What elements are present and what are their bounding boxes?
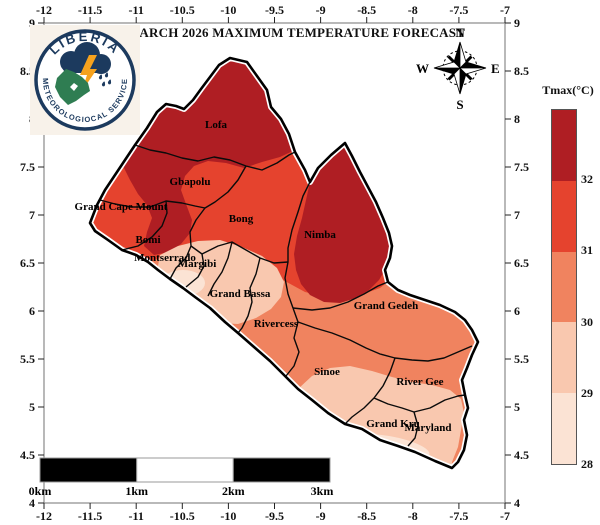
y-tick-right: 5.5 [514,352,529,366]
compass-s-label: S [456,97,463,112]
x-tick-bottom: -9.5 [265,509,284,523]
legend-seg-31 [552,180,576,252]
county-label-margibi: Margibi [178,258,217,270]
legend-label-28: 28 [581,457,593,471]
x-tick-top: -10 [220,3,236,17]
scalebar-label-3km: 3km [310,484,334,498]
legend-label-30: 30 [581,314,593,329]
x-tick-bottom: -10.5 [170,509,195,523]
y-tick-left: 6 [29,304,35,318]
scalebar-label-1km: 1km [125,484,149,498]
county-borders [99,144,473,447]
band-32-nimba [294,143,392,303]
county-label-river-gee: River Gee [396,376,443,388]
county-label-bong: Bong [229,213,254,225]
compass-n-label: N [455,25,465,40]
logo-box: LIBERIA METEOROLOGIOCAL SERVICE [30,25,140,135]
axis-layer: -12 -12 -11.5 -11.5 -11 -11 -10.5 -10.5 -10 -10 -9… [20,3,529,523]
x-tick-top: -9.5 [265,3,284,17]
x-tick-bottom: -12 [36,509,52,523]
y-tick-left: 5 [29,400,35,414]
county-label-grand-bassa: Grand Bassa [210,288,271,300]
x-tick-bottom: -11.5 [78,509,102,523]
raindrop-icons [98,72,112,87]
y-tick-right: 7 [514,208,520,222]
y-tick-left: 4 [29,496,35,510]
x-tick-top: -11.5 [78,3,102,17]
county-label-bomi: Bomi [135,234,160,246]
legend-label-31: 31 [581,243,593,258]
y-tick-left: 4.5 [20,448,35,462]
x-tick-top: -7 [500,3,510,17]
band-29-southeast [298,366,464,468]
y-tick-right: 4.5 [514,448,529,462]
scalebar-label-0km: 0km [28,484,52,498]
compass-rose: N S W E [416,25,500,112]
x-tick-bottom: -9 [316,509,326,523]
legend-label-32: 32 [581,172,593,187]
y-tick-right: 8 [514,112,520,126]
liberia-met-service-logo: LIBERIA METEOROLOGIOCAL SERVICE [34,29,136,131]
y-tick-left: 7.5 [20,160,35,174]
legend-title: Tmax(°C) [542,83,594,97]
county-label-montserrado: Montserrado [134,252,196,264]
county-labels: Lofa Gbapolu Grand Cape Mount Bong Nimba Bomi… [75,119,452,434]
county-label-sinoe: Sinoe [314,366,340,378]
county-label-maryland: Maryland [404,422,451,434]
y-tick-right: 4 [514,496,520,510]
x-tick-bottom: -7.5 [449,509,468,523]
x-tick-top: -8 [408,3,418,17]
x-tick-bottom: -8.5 [357,509,376,523]
county-label-grand-gedeh: Grand Gedeh [354,300,418,312]
legend-seg-32 [552,110,576,181]
x-tick-top: -10.5 [170,3,195,17]
liberia-outline [88,56,480,470]
y-tick-left: 9 [29,16,35,30]
scale-bar [39,457,331,483]
legend-colorbar [551,109,577,465]
y-tick-right: 8.5 [514,64,529,78]
y-tick-left: 6.5 [20,256,35,270]
county-label-grand-cape-mount: Grand Cape Mount [75,201,168,213]
county-label-rivercess: Rivercess [254,318,299,330]
map-title: MARCH 2026 MAXIMUM TEMPERATURE FORECAST [126,25,466,40]
y-tick-right: 6.5 [514,256,529,270]
y-tick-left: 5.5 [20,352,35,366]
county-label-lofa: Lofa [205,119,228,131]
x-tick-top: -9 [316,3,326,17]
legend-seg-30 [552,251,576,323]
y-tick-right: 6 [514,304,520,318]
x-tick-top: -12 [36,3,52,17]
y-tick-right: 7.5 [514,160,529,174]
x-tick-top: -11 [129,3,144,17]
legend-seg-29 [552,322,576,394]
x-tick-top: -8.5 [357,3,376,17]
y-tick-left: 7 [29,208,35,222]
x-tick-bottom: -11 [129,509,144,523]
compass-cardinal-points [433,41,487,95]
county-label-nimba: Nimba [304,229,336,241]
y-tick-right: 9 [514,16,520,30]
x-tick-top: -7.5 [449,3,468,17]
compass-e-label: E [491,61,500,76]
county-label-grand-kru: Grand Kru [366,418,419,430]
x-tick-bottom: -7 [500,509,510,523]
county-label-gbapolu: Gbapolu [170,176,211,188]
scalebar-label-2km: 2km [221,484,245,498]
x-tick-bottom: -8 [408,509,418,523]
lightning-icon [80,55,97,91]
y-tick-right: 5 [514,400,520,414]
legend-label-29: 29 [581,385,593,400]
x-tick-bottom: -10 [220,509,236,523]
compass-w-label: W [416,61,429,76]
legend-seg-28 [552,393,576,464]
liberia-silhouette-icon [55,69,90,105]
